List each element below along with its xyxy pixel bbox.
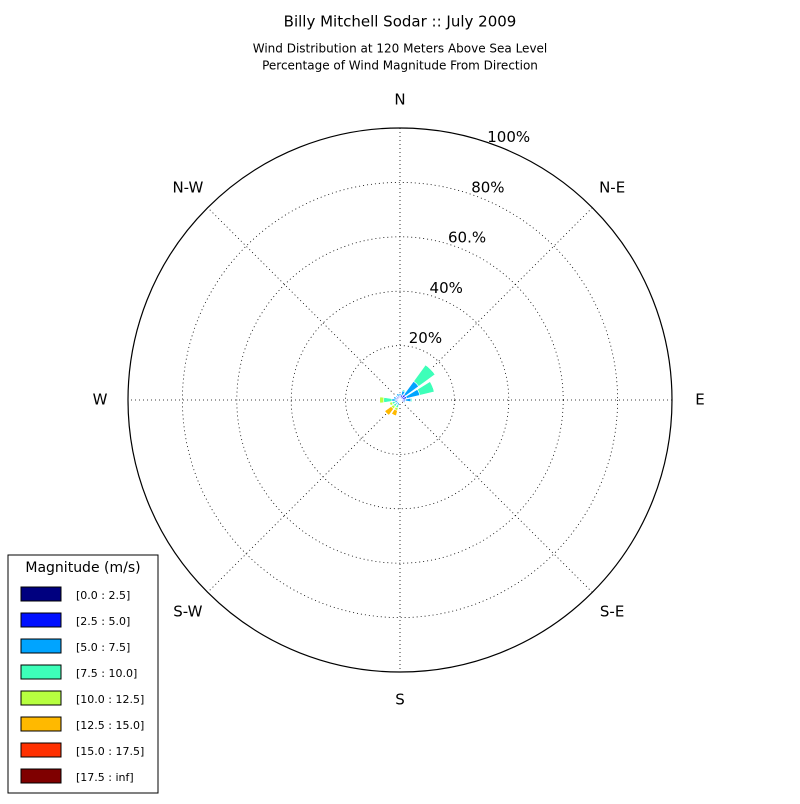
legend-swatch	[21, 587, 61, 601]
direction-label: N-E	[599, 178, 625, 196]
legend-label: [12.5 : 15.0]	[76, 719, 144, 732]
legend-title: Magnitude (m/s)	[25, 560, 140, 576]
legend-label: [15.0 : 17.5]	[76, 745, 144, 758]
radial-tick-label: 100%	[487, 128, 530, 146]
radial-tick-label: 60.%	[448, 229, 486, 247]
legend-swatch	[21, 743, 61, 757]
legend-label: [5.0 : 7.5]	[76, 641, 130, 654]
legend-label: [7.5 : 10.0]	[76, 667, 137, 680]
direction-label: E	[695, 391, 704, 409]
legend: Magnitude (m/s) [0.0 : 2.5] [2.5 : 5.0] [5…	[8, 555, 158, 793]
chart-subtitle: Wind Distribution at 120 Meters Above Se…	[253, 42, 548, 56]
legend-swatch	[21, 665, 61, 679]
direction-label: S-E	[600, 603, 624, 621]
legend-label: [17.5 : inf]	[76, 771, 134, 784]
legend-swatch	[21, 717, 61, 731]
wedge	[380, 397, 384, 403]
chart-title: Billy Mitchell Sodar :: July 2009	[284, 13, 517, 31]
direction-label: W	[93, 391, 108, 409]
direction-label: N-W	[172, 178, 203, 196]
legend-swatch	[21, 691, 61, 705]
chart-subtitle: Percentage of Wind Magnitude From Direct…	[262, 59, 538, 73]
radial-tick-label: 40%	[430, 279, 463, 297]
legend-label: [10.0 : 12.5]	[76, 693, 144, 706]
radial-tick-label: 80%	[471, 178, 504, 196]
radial-tick-label: 20%	[409, 329, 442, 347]
legend-swatch	[21, 639, 61, 653]
direction-label: S	[395, 691, 405, 709]
legend-label: [2.5 : 5.0]	[76, 615, 130, 628]
wedge	[399, 393, 401, 396]
legend-swatch	[21, 769, 61, 783]
legend-label: [0.0 : 2.5]	[76, 589, 130, 602]
direction-label: S-W	[173, 603, 202, 621]
wedge	[405, 398, 411, 401]
direction-label: N	[394, 91, 405, 109]
legend-swatch	[21, 613, 61, 627]
